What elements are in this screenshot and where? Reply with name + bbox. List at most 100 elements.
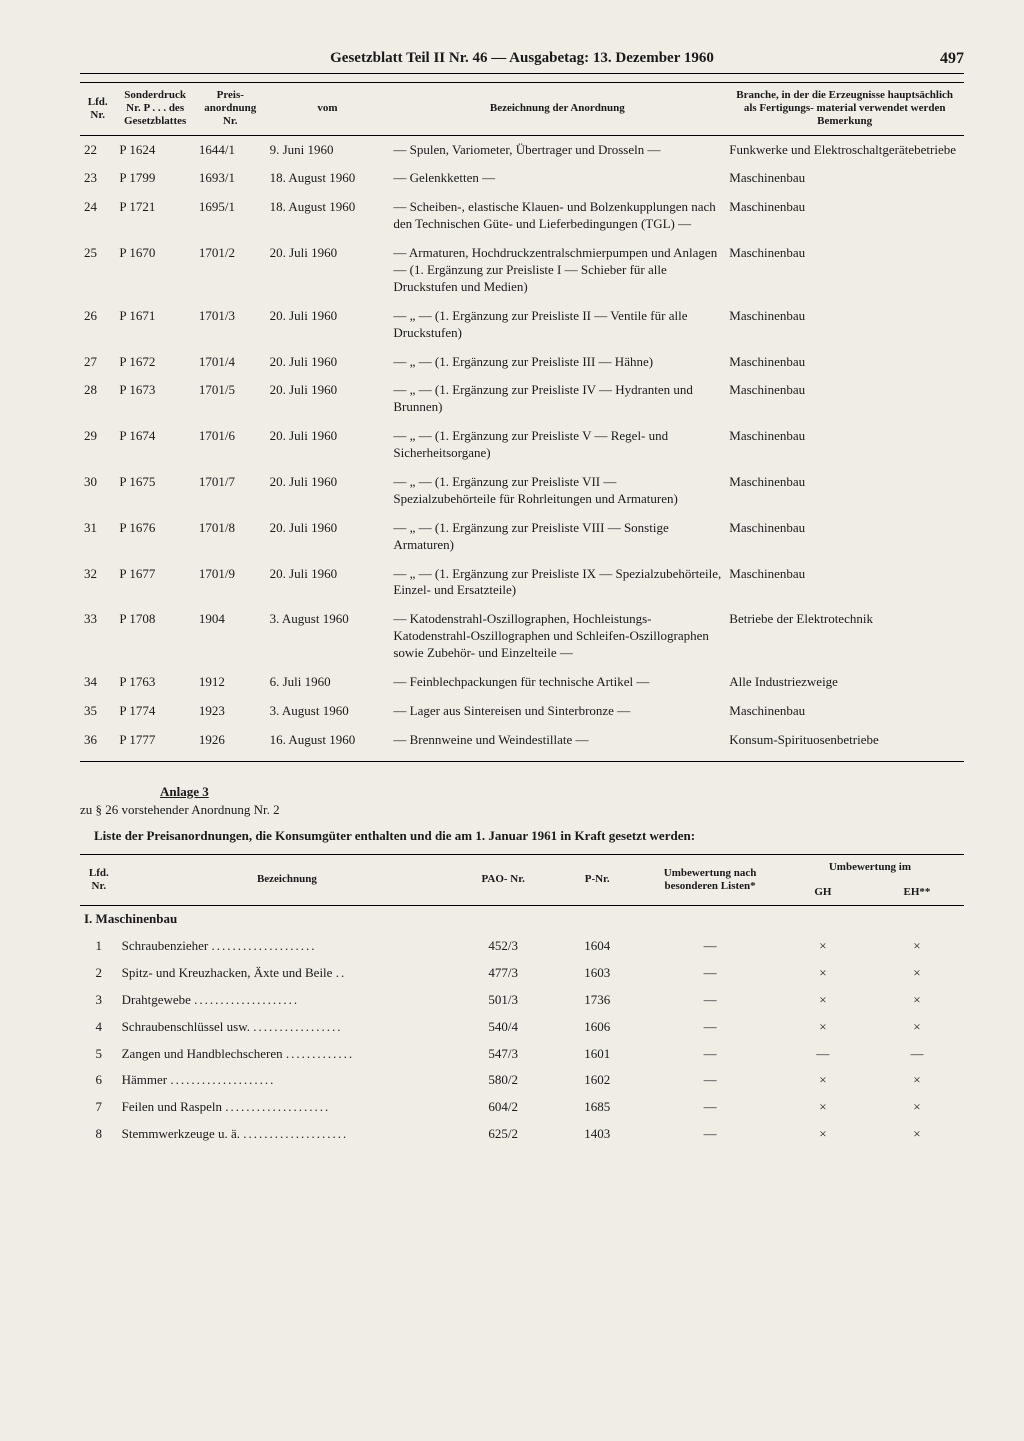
anlage-block: Anlage 3 zu § 26 vorstehender Anordnung … [80,784,964,1148]
section-row: I. Maschinenbau [80,906,964,933]
table-cell-bez: — Spulen, Variometer, Übertrager und Dro… [389,135,725,164]
table-cell-preis: 1693/1 [195,164,266,193]
table-cell-branche: Betriebe der Elektrotechnik [725,605,964,668]
table-cell-branche: Maschinenbau [725,302,964,348]
anlage-subtitle: zu § 26 vorstehender Anordnung Nr. 2 [80,802,964,818]
sub-table: Lfd. Nr. Bezeichnung PAO- Nr. P-Nr. Umbe… [80,854,964,1148]
table-cell-umb: — [644,1067,776,1094]
sub-table-body: I. Maschinenbau1Schraubenzieher ........… [80,906,964,1149]
table-cell-sonder: P 1799 [115,164,195,193]
table-cell-vom: 20. Juli 1960 [266,560,390,606]
table-cell-umb: — [644,987,776,1014]
table-row: 25P 16701701/220. Juli 1960— Armaturen, … [80,239,964,302]
table-cell-preis: 1923 [195,697,266,726]
table-cell-vom: 20. Juli 1960 [266,302,390,348]
table-cell-lfd: 34 [80,668,115,697]
table-cell-sonder: P 1671 [115,302,195,348]
table-cell-bez: — „ — (1. Ergänzung zur Preisliste III —… [389,348,725,377]
table-row: 6Hämmer ....................580/21602—×× [80,1067,964,1094]
table-cell-vom: 20. Juli 1960 [266,422,390,468]
table-row: 5Zangen und Handblechscheren ...........… [80,1041,964,1068]
table-cell-preis: 1701/3 [195,302,266,348]
table-cell-gh: × [776,987,870,1014]
table-row: 28P 16731701/520. Juli 1960— „ — (1. Erg… [80,376,964,422]
page-header-title: Gesetzblatt Teil II Nr. 46 — Ausgabetag:… [80,50,964,67]
table-bottom-rule [80,761,964,762]
table-cell-lfd: 32 [80,560,115,606]
table-cell-lfd: 28 [80,376,115,422]
table-cell-preis: 1912 [195,668,266,697]
table-cell-bez: Feilen und Raspeln .................... [118,1094,457,1121]
table-cell-sonder: P 1675 [115,468,195,514]
table-cell-vom: 18. August 1960 [266,193,390,239]
sub-col-bez: Bezeichnung [118,854,457,905]
page-number: 497 [940,50,964,68]
table-cell-lfd: 29 [80,422,115,468]
table-cell-eh: × [870,1014,964,1041]
table-cell-eh: × [870,1067,964,1094]
table-row: 4Schraubenschlüssel usw. ...............… [80,1014,964,1041]
table-row: 2Spitz- und Kreuzhacken, Äxte und Beile … [80,960,964,987]
table-cell-eh: × [870,1094,964,1121]
table-cell-bez: Schraubenschlüssel usw. ................… [118,1014,457,1041]
table-cell-eh: × [870,987,964,1014]
main-table-body: 22P 16241644/19. Juni 1960— Spulen, Vari… [80,135,964,755]
sub-col-pao: PAO- Nr. [456,854,550,905]
table-row: 8Stemmwerkzeuge u. ä. ..................… [80,1121,964,1148]
table-cell-branche: Konsum-Spirituosenbetriebe [725,726,964,755]
col-header-lfd: Lfd. Nr. [80,83,115,136]
table-cell-pnr: 1685 [550,1094,644,1121]
sub-col-umb: Umbewertung nach besonderen Listen* [644,854,776,905]
table-cell-bez: Drahtgewebe .................... [118,987,457,1014]
table-cell-gh: × [776,933,870,960]
table-cell-gh: × [776,1067,870,1094]
table-cell-sonder: P 1774 [115,697,195,726]
table-cell-preis: 1701/8 [195,514,266,560]
table-cell-branche: Maschinenbau [725,348,964,377]
anlage-title: Anlage 3 [160,784,964,800]
table-cell-gh: × [776,960,870,987]
table-cell-preis: 1644/1 [195,135,266,164]
table-cell-bez: — Gelenkketten — [389,164,725,193]
table-cell-eh: × [870,1121,964,1148]
sub-col-lfd: Lfd. Nr. [80,854,118,905]
table-cell-vom: 20. Juli 1960 [266,376,390,422]
sub-col-gh: GH [776,880,870,906]
table-cell-bez: — „ — (1. Ergänzung zur Preisliste II — … [389,302,725,348]
table-cell-preis: 1701/4 [195,348,266,377]
table-row: 36P 1777192616. August 1960— Brennweine … [80,726,964,755]
table-cell-bez: — „ — (1. Ergänzung zur Preisliste V — R… [389,422,725,468]
col-header-branche: Branche, in der die Erzeugnisse hauptsäc… [725,83,964,136]
table-cell-sonder: P 1672 [115,348,195,377]
table-cell-vom: 20. Juli 1960 [266,239,390,302]
table-row: 33P 170819043. August 1960— Katodenstrah… [80,605,964,668]
table-cell-branche: Alle Industriezweige [725,668,964,697]
table-cell-preis: 1926 [195,726,266,755]
table-cell-branche: Maschinenbau [725,468,964,514]
table-cell-pao: 501/3 [456,987,550,1014]
table-cell-lfd: 22 [80,135,115,164]
table-cell-lfd: 7 [80,1094,118,1121]
table-cell-preis: 1701/9 [195,560,266,606]
table-cell-bez: Zangen und Handblechscheren ............… [118,1041,457,1068]
table-cell-pao: 625/2 [456,1121,550,1148]
col-header-preis: Preis- anordnung Nr. [195,83,266,136]
table-row: 29P 16741701/620. Juli 1960— „ — (1. Erg… [80,422,964,468]
table-cell-vom: 3. August 1960 [266,605,390,668]
table-cell-lfd: 31 [80,514,115,560]
table-cell-lfd: 8 [80,1121,118,1148]
table-cell-gh: × [776,1094,870,1121]
table-cell-umb: — [644,960,776,987]
table-row: 32P 16771701/920. Juli 1960— „ — (1. Erg… [80,560,964,606]
table-cell-gh: × [776,1121,870,1148]
table-row: 34P 176319126. Juli 1960— Feinblechpacku… [80,668,964,697]
table-cell-sonder: P 1674 [115,422,195,468]
table-cell-lfd: 23 [80,164,115,193]
table-cell-branche: Maschinenbau [725,697,964,726]
table-cell-pnr: 1601 [550,1041,644,1068]
table-cell-pao: 540/4 [456,1014,550,1041]
table-cell-vom: 20. Juli 1960 [266,468,390,514]
table-cell-bez: — „ — (1. Ergänzung zur Preisliste VIII … [389,514,725,560]
table-cell-eh: × [870,933,964,960]
table-row: 30P 16751701/720. Juli 1960— „ — (1. Erg… [80,468,964,514]
